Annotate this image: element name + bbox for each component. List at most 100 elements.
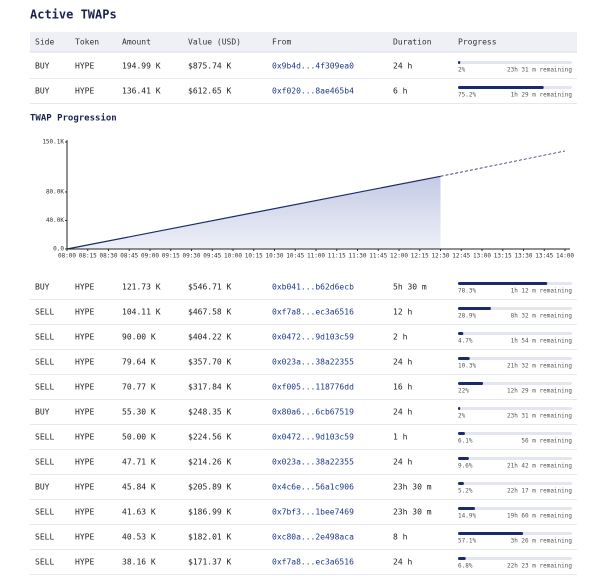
x-tick-label: 10:30: [265, 253, 283, 260]
side: SELL: [35, 433, 54, 442]
token: HYPE: [75, 533, 94, 542]
token: HYPE: [75, 308, 94, 317]
progress-label: 2%: [458, 67, 466, 74]
progress-bar: [458, 407, 461, 410]
value: $467.58 K: [188, 308, 232, 317]
progress-bar: [458, 357, 470, 360]
value: $205.89 K: [188, 483, 232, 492]
amount: 194.99 K: [122, 62, 161, 71]
progress-label: 10.3%: [458, 363, 476, 370]
progress-bar: [458, 86, 544, 89]
remaining-time: 8h 32 m remaining: [511, 313, 573, 320]
duration: 24 h: [393, 558, 412, 567]
y-tick-label: 0.0: [53, 246, 64, 253]
from-address: 0xf020...8ae465b4: [272, 87, 354, 96]
amount: 41.63 K: [122, 508, 156, 517]
progress-bar: [458, 457, 469, 460]
y-tick-label: 40.0K: [46, 217, 64, 224]
duration: 16 h: [393, 383, 412, 392]
from-address: 0xb041...b62d6ecb: [272, 283, 354, 292]
page-title: Active TWAPs: [30, 8, 117, 22]
x-tick-label: 13:30: [514, 253, 532, 260]
progress-track: [458, 382, 572, 385]
progress-track: [458, 507, 572, 510]
remaining-time: 56 m remaining: [521, 438, 572, 445]
x-tick-label: 12:15: [411, 253, 429, 260]
amount: 45.84 K: [122, 483, 156, 492]
remaining-time: 12h 29 m remaining: [507, 388, 572, 395]
from-address: 0x4c6e...56a1c906: [272, 483, 354, 492]
x-tick-label: 09:45: [203, 253, 221, 260]
side: SELL: [35, 508, 54, 517]
remaining-time: 21h 32 m remaining: [507, 363, 572, 370]
value: $404.22 K: [188, 333, 232, 342]
token: HYPE: [75, 483, 94, 492]
progress-label: 2%: [458, 413, 466, 420]
progress-track: [458, 482, 572, 485]
value: $182.01 K: [188, 533, 232, 542]
x-tick-label: 08:30: [99, 253, 117, 260]
progress-label: 5.2%: [458, 488, 473, 495]
remaining-time: 1h 29 m remaining: [511, 92, 573, 99]
duration: 24 h: [393, 408, 412, 417]
token: HYPE: [75, 408, 94, 417]
progress-label: 57.1%: [458, 538, 476, 545]
duration: 23h 30 m: [393, 483, 432, 492]
column-header: From: [272, 38, 291, 47]
amount: 121.73 K: [122, 283, 161, 292]
x-tick-label: 13:00: [473, 253, 491, 260]
duration: 6 h: [393, 87, 408, 96]
amount: 50.00 K: [122, 433, 156, 442]
progress-bar: [458, 482, 464, 485]
amount: 79.64 K: [122, 358, 156, 367]
from-address: 0xf005...118776dd: [272, 383, 354, 392]
remaining-time: 22h 23 m remaining: [507, 563, 572, 570]
y-tick-label: 150.1K: [42, 139, 64, 146]
side: BUY: [35, 87, 50, 96]
side: SELL: [35, 558, 54, 567]
token: HYPE: [75, 508, 94, 517]
x-tick-label: 08:45: [120, 253, 138, 260]
remaining-time: 22h 17 m remaining: [507, 488, 572, 495]
x-tick-label: 11:30: [348, 253, 366, 260]
value: $612.65 K: [188, 87, 232, 96]
column-header: Amount: [122, 38, 151, 47]
remaining-time: 23h 31 m remaining: [507, 67, 572, 74]
token: HYPE: [75, 358, 94, 367]
duration: 24 h: [393, 358, 412, 367]
amount: 40.53 K: [122, 533, 156, 542]
value: $214.26 K: [188, 458, 232, 467]
progress-bar: [458, 532, 524, 535]
token: HYPE: [75, 383, 94, 392]
progress-track: [458, 61, 572, 64]
line: [440, 150, 566, 177]
remaining-time: 21h 42 m remaining: [507, 463, 572, 470]
token: HYPE: [75, 283, 94, 292]
from-address: 0x0472...9d103c59: [272, 433, 354, 442]
remaining-time: 1h 54 m remaining: [511, 338, 573, 345]
progress-bar: [458, 432, 465, 435]
side: BUY: [35, 408, 50, 417]
x-tick-label: 10:00: [224, 253, 242, 260]
side: BUY: [35, 62, 50, 71]
line: [66, 175, 441, 250]
x-tick-label: 11:15: [328, 253, 346, 260]
amount: 90.00 K: [122, 333, 156, 342]
from-address: 0x023a...38a22355: [272, 358, 354, 367]
progress-bar: [458, 332, 464, 335]
remaining-time: 3h 26 m remaining: [511, 538, 573, 545]
duration: 5h 30 m: [393, 283, 427, 292]
progress-label: 6.8%: [458, 563, 473, 570]
x-tick-label: 11:00: [307, 253, 325, 260]
side: SELL: [35, 308, 54, 317]
column-header: Token: [75, 38, 99, 47]
x-tick-label: 11:45: [369, 253, 387, 260]
progress-track: [458, 407, 572, 410]
duration: 23h 30 m: [393, 508, 432, 517]
column-header: Duration: [393, 38, 432, 47]
x-tick-label: 13:45: [535, 253, 553, 260]
x-tick-label: 13:15: [494, 253, 512, 260]
progress-bar: [458, 282, 548, 285]
x-tick-label: 08:00: [58, 253, 76, 260]
column-header: Progress: [458, 38, 497, 47]
